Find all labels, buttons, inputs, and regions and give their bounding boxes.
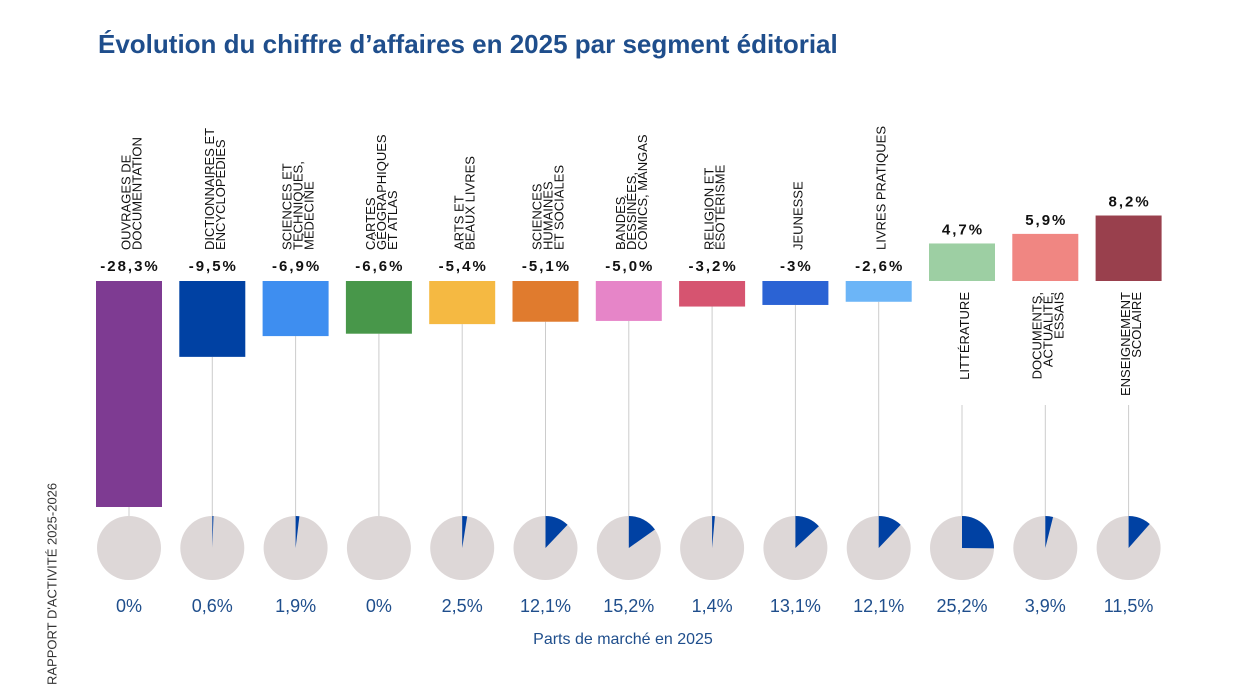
side-text: RAPPORT D'ACTIVITÉ 2025-2026 bbox=[44, 483, 59, 685]
share-label: 1,4% bbox=[692, 596, 733, 616]
category-line: TECHNIQUES, bbox=[291, 161, 306, 250]
category-line: SCIENCES ET bbox=[280, 163, 295, 250]
share-label: 0% bbox=[366, 596, 392, 616]
value-label: -28,3% bbox=[100, 258, 160, 275]
value-label: -3,2% bbox=[689, 258, 738, 275]
category-line: DOCUMENTS, bbox=[1030, 292, 1045, 379]
pie-wedge bbox=[962, 516, 994, 549]
category-line: JEUNESSE bbox=[791, 181, 806, 250]
chart-title: Évolution du chiffre d’affaires en 2025 … bbox=[98, 29, 838, 59]
bar bbox=[179, 281, 246, 357]
category-line: MÉDECINE bbox=[302, 181, 317, 250]
category-label: SCIENCESHUMAINESET SOCIALES bbox=[530, 165, 567, 250]
category-line: RELIGION ET bbox=[702, 168, 717, 250]
category-line: OUVRAGES DE bbox=[119, 154, 134, 250]
bar bbox=[1012, 233, 1079, 281]
bar bbox=[679, 281, 746, 307]
value-label: -2,6% bbox=[855, 258, 904, 275]
category-line: SCIENCES bbox=[530, 183, 545, 250]
category-line: ET SOCIALES bbox=[552, 165, 567, 250]
bar bbox=[929, 243, 995, 281]
category-label: LITTÉRATURE bbox=[957, 292, 972, 380]
pie-wedge bbox=[878, 516, 901, 548]
category-line: LITTÉRATURE bbox=[957, 292, 972, 380]
category-label: DOCUMENTS,ACTUALITÉ,ESSAIS bbox=[1030, 292, 1067, 380]
category-line: DICTIONNAIRES ET bbox=[202, 128, 217, 250]
value-label: -9,5% bbox=[189, 258, 238, 275]
category-label: ENSEIGNEMENTSCOLAIRE bbox=[1119, 292, 1145, 396]
value-label: -5,4% bbox=[439, 258, 488, 275]
share-label: 25,2% bbox=[936, 596, 987, 616]
category-label: LIVRES PRATIQUES bbox=[874, 126, 889, 250]
share-label: 15,2% bbox=[603, 596, 654, 616]
pie-wedge bbox=[1128, 516, 1150, 548]
category-line: CARTES bbox=[363, 197, 378, 250]
share-label: 0,6% bbox=[192, 596, 233, 616]
x-axis-label: Parts de marché en 2025 bbox=[533, 631, 713, 648]
share-label: 11,5% bbox=[1104, 596, 1154, 616]
category-label: CARTESGÉOGRAPHIQUESET ATLAS bbox=[363, 134, 400, 250]
pie-wedge bbox=[628, 516, 655, 548]
category-line: ESSAIS bbox=[1052, 292, 1067, 339]
category-line: COMICS, MANGAS bbox=[635, 134, 650, 250]
bar bbox=[595, 281, 662, 321]
bar bbox=[845, 281, 912, 302]
category-line: BEAUX LIVRES bbox=[463, 156, 478, 250]
category-line: SCOLAIRE bbox=[1130, 292, 1145, 358]
value-label: -6,9% bbox=[272, 258, 321, 275]
pie bbox=[97, 516, 161, 580]
bar bbox=[345, 281, 412, 334]
share-label: 3,9% bbox=[1025, 596, 1066, 616]
share-label: 2,5% bbox=[442, 596, 483, 616]
value-label: -5,0% bbox=[605, 258, 654, 275]
value-label: -5,1% bbox=[522, 258, 571, 275]
bar bbox=[96, 281, 162, 507]
value-label: -6,6% bbox=[355, 258, 404, 275]
category-line: ÉSOTÉRISME bbox=[713, 164, 728, 250]
bar bbox=[262, 281, 329, 337]
category-label: OUVRAGES DEDOCUMENTATION bbox=[119, 137, 145, 250]
category-line: LIVRES PRATIQUES bbox=[874, 126, 889, 250]
pie-wedge bbox=[795, 516, 819, 548]
bar bbox=[1095, 215, 1162, 281]
share-label: 0% bbox=[116, 596, 142, 616]
bar bbox=[429, 281, 496, 325]
share-label: 12,1% bbox=[853, 596, 904, 616]
category-line: ENCYCLOPÉDIES bbox=[213, 139, 228, 250]
pie-wedge bbox=[462, 516, 468, 548]
category-line: ENSEIGNEMENT bbox=[1119, 292, 1134, 396]
value-label: 8,2% bbox=[1108, 193, 1150, 210]
category-line: DESSINÉES, bbox=[624, 172, 639, 250]
share-label: 13,1% bbox=[770, 596, 821, 616]
pie-wedge bbox=[712, 516, 715, 548]
category-line: DOCUMENTATION bbox=[130, 137, 145, 250]
category-line: GÉOGRAPHIQUES bbox=[374, 134, 389, 250]
share-label: 12,1% bbox=[520, 596, 571, 616]
pie-wedge bbox=[545, 516, 568, 548]
value-label: 5,9% bbox=[1025, 212, 1067, 229]
pie-wedge bbox=[212, 516, 214, 548]
category-label: DICTIONNAIRES ETENCYCLOPÉDIES bbox=[202, 128, 228, 250]
category-line: BANDES bbox=[613, 196, 628, 250]
share-label: 1,9% bbox=[275, 596, 316, 616]
category-line: ARTS ET bbox=[452, 195, 467, 250]
value-label: 4,7% bbox=[942, 221, 984, 238]
category-label: BANDESDESSINÉES,COMICS, MANGAS bbox=[613, 134, 650, 250]
pie-wedge bbox=[295, 516, 300, 548]
category-label: RELIGION ETÉSOTÉRISME bbox=[702, 164, 728, 250]
category-line: HUMAINES bbox=[541, 181, 556, 250]
category-line: ACTUALITÉ, bbox=[1041, 292, 1056, 367]
category-line: ET ATLAS bbox=[385, 190, 400, 250]
bar bbox=[512, 281, 579, 322]
bar bbox=[762, 281, 829, 305]
category-label: ARTS ETBEAUX LIVRES bbox=[452, 156, 478, 250]
value-label: -3% bbox=[780, 258, 813, 275]
pie bbox=[346, 516, 411, 580]
category-label: JEUNESSE bbox=[791, 181, 806, 250]
category-label: SCIENCES ETTECHNIQUES,MÉDECINE bbox=[280, 161, 317, 250]
pie-wedge bbox=[1045, 516, 1054, 548]
